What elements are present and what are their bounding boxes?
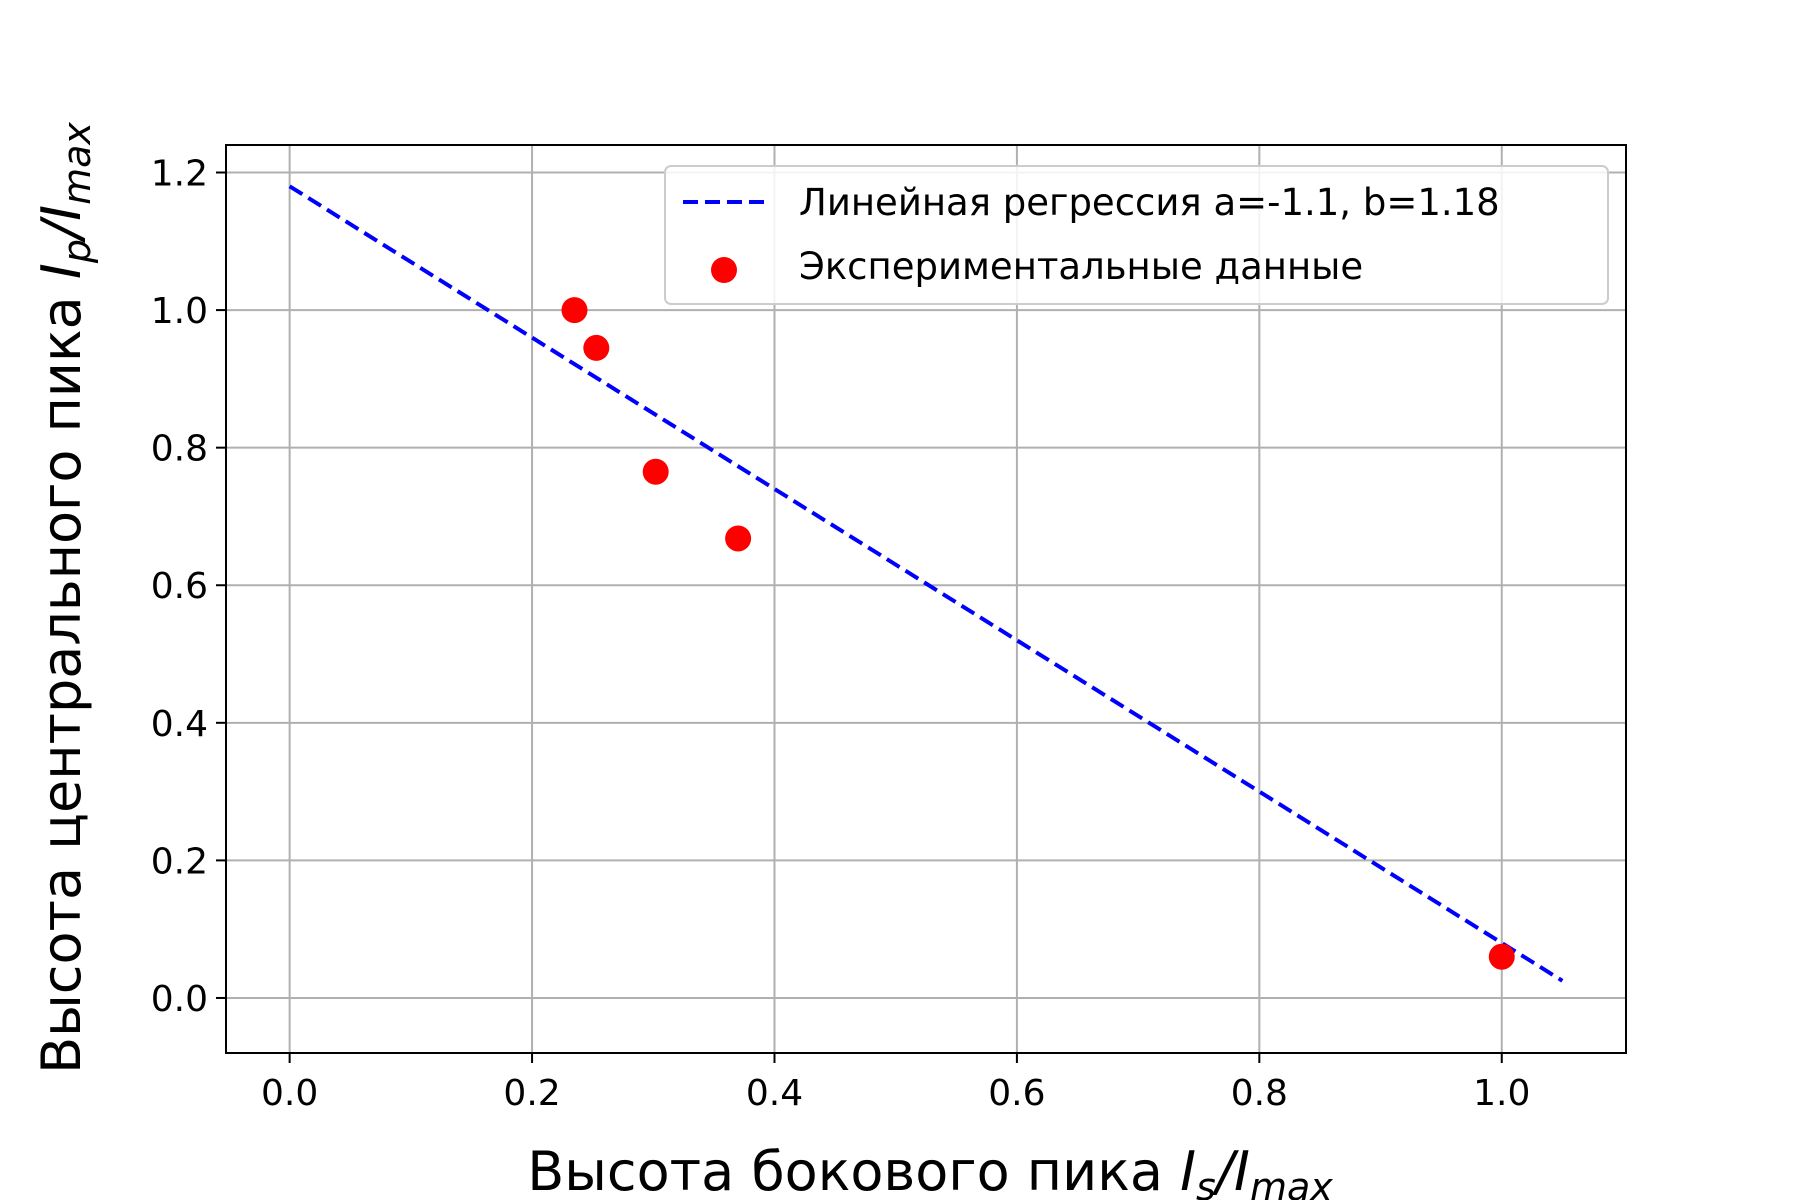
x-tick-label-0-8: 0.8	[1231, 1073, 1288, 1114]
data-point	[642, 458, 669, 485]
legend-label: Экспериментальные данные	[799, 245, 1363, 288]
y-tick-label-0-4: 0.4	[151, 704, 208, 745]
y-axis-label-sub: p	[55, 239, 99, 264]
y-tick-label-1-2: 1.2	[151, 154, 208, 195]
y-axis-label-sub2: max	[55, 122, 99, 205]
data-point	[725, 525, 752, 552]
y-tick-label-1-0: 1.0	[151, 291, 208, 332]
plot-frame	[225, 144, 1627, 1054]
x-tick-label-0-4: 0.4	[746, 1073, 803, 1114]
x-tick-label-0-2: 0.2	[503, 1073, 560, 1114]
x-axis-label-sep: /I	[1212, 1140, 1250, 1200]
y-tick-label-0-6: 0.6	[151, 566, 208, 607]
legend-box	[664, 165, 1609, 305]
plot-series	[288, 184, 1564, 983]
y-axis-label-main: Высота центрального пика	[30, 279, 93, 1074]
regression-line	[288, 184, 1564, 983]
x-axis-label: Высота бокового пика Is/Imax	[527, 1140, 1333, 1200]
x-axis-label-sub2: max	[1250, 1165, 1333, 1200]
y-tick-label-0-0: 0.0	[151, 979, 208, 1020]
x-tick-label-0-0: 0.0	[261, 1073, 318, 1114]
legend-marker-swatch	[711, 257, 737, 283]
x-tick-label-1-0: 1.0	[1473, 1073, 1530, 1114]
x-tick-label-0-6: 0.6	[988, 1073, 1045, 1114]
y-tick-label-0-2: 0.2	[151, 841, 208, 882]
y-tick-label-0-8: 0.8	[151, 429, 208, 470]
y-axis-label: Высота центрального пика Ip/Imax	[30, 122, 99, 1074]
legend: Линейная регрессия a=-1.1, b=1.18 Экспери…	[664, 165, 1609, 305]
y-axis-label-var: I	[30, 263, 93, 279]
data-point	[1488, 943, 1515, 970]
x-axis-label-main: Высота бокового пика	[527, 1140, 1180, 1200]
axis-ticks: 0.0 0.2 0.4 0.6 0.8 1.0 0.0 0.2 0.4 0.6 0.8 1.0 1.2	[151, 154, 1531, 1114]
data-point	[583, 334, 610, 361]
x-axis-label-sub: s	[1196, 1165, 1216, 1200]
y-axis-label-sep: /I	[30, 205, 93, 243]
data-point	[561, 297, 588, 324]
x-axis-label-var: I	[1180, 1140, 1196, 1200]
legend-label: Линейная регрессия a=-1.1, b=1.18	[799, 181, 1500, 224]
